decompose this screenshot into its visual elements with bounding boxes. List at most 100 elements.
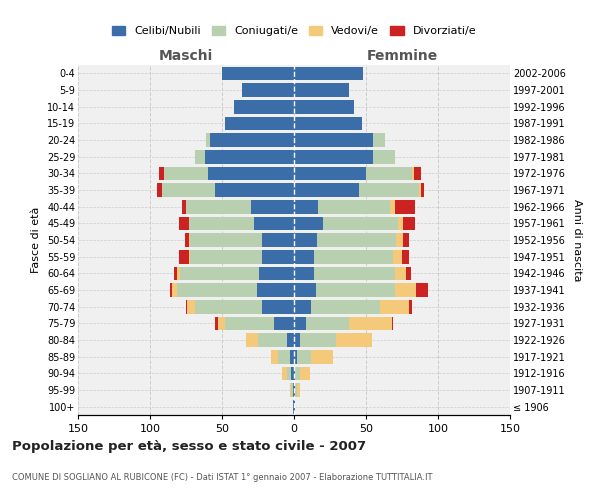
Bar (395, 283, 416, 297)
Bar (294, 233, 317, 247)
Bar (208, 166, 294, 180)
Bar (262, 250, 294, 264)
Bar (205, 150, 294, 164)
Bar (297, 383, 300, 397)
Text: Maschi: Maschi (159, 50, 213, 64)
Bar (164, 166, 208, 180)
Bar (413, 166, 421, 180)
Bar (233, 100, 294, 114)
Bar (242, 83, 294, 97)
Bar (157, 183, 161, 197)
Bar (170, 283, 172, 297)
Bar (222, 66, 294, 80)
Bar (262, 233, 294, 247)
Bar (395, 266, 406, 280)
Bar (294, 116, 362, 130)
Bar (194, 300, 262, 314)
Bar (206, 133, 211, 147)
Text: Femmine: Femmine (367, 50, 437, 64)
Bar (421, 183, 424, 197)
Bar (254, 216, 294, 230)
Bar (172, 283, 178, 297)
Bar (287, 333, 294, 347)
Bar (403, 233, 409, 247)
Bar (294, 366, 295, 380)
Bar (406, 266, 410, 280)
Bar (294, 83, 349, 97)
Bar (215, 316, 218, 330)
Bar (373, 150, 395, 164)
Bar (258, 333, 287, 347)
Y-axis label: Anni di nascita: Anni di nascita (572, 198, 583, 281)
Bar (311, 300, 380, 314)
Bar (394, 250, 402, 264)
Bar (175, 266, 178, 280)
Bar (349, 316, 392, 330)
Bar (179, 216, 189, 230)
Bar (225, 116, 294, 130)
Bar (294, 66, 363, 80)
Bar (211, 133, 294, 147)
Bar (278, 350, 290, 364)
Bar (396, 233, 403, 247)
Bar (416, 283, 428, 297)
Bar (189, 216, 254, 230)
Bar (185, 233, 189, 247)
Bar (419, 183, 421, 197)
Bar (402, 250, 409, 264)
Bar (323, 216, 398, 230)
Bar (161, 183, 215, 197)
Bar (251, 200, 294, 213)
Bar (294, 350, 297, 364)
Bar (294, 333, 300, 347)
Bar (295, 366, 300, 380)
Bar (178, 266, 180, 280)
Bar (178, 283, 257, 297)
Bar (158, 166, 164, 180)
Bar (316, 283, 395, 297)
Bar (294, 316, 305, 330)
Bar (294, 216, 323, 230)
Bar (179, 250, 189, 264)
Bar (225, 316, 274, 330)
Bar (395, 200, 415, 213)
Text: COMUNE DI SOGLIANO AL RUBICONE (FC) - Dati ISTAT 1° gennaio 2007 - Elaborazione : COMUNE DI SOGLIANO AL RUBICONE (FC) - Da… (12, 473, 433, 482)
Bar (295, 383, 297, 397)
Bar (291, 383, 293, 397)
Bar (257, 283, 294, 297)
Bar (398, 216, 403, 230)
Bar (190, 250, 262, 264)
Bar (314, 266, 395, 280)
Bar (294, 283, 316, 297)
Bar (412, 166, 413, 180)
Bar (409, 300, 412, 314)
Bar (319, 200, 391, 213)
Bar (294, 400, 295, 413)
Bar (314, 250, 394, 264)
Bar (215, 183, 294, 197)
Bar (294, 150, 373, 164)
Y-axis label: Fasce di età: Fasce di età (31, 207, 41, 273)
Bar (290, 350, 294, 364)
Bar (190, 233, 262, 247)
Bar (294, 383, 295, 397)
Bar (380, 300, 409, 314)
Bar (186, 200, 251, 213)
Bar (189, 233, 190, 247)
Bar (311, 350, 333, 364)
Bar (259, 266, 294, 280)
Bar (300, 333, 336, 347)
Text: Popolazione per età, sesso e stato civile - 2007: Popolazione per età, sesso e stato civil… (12, 440, 366, 453)
Bar (294, 300, 311, 314)
Bar (294, 250, 314, 264)
Bar (359, 183, 419, 197)
Bar (262, 300, 294, 314)
Bar (294, 200, 319, 213)
Bar (391, 200, 395, 213)
Bar (293, 383, 294, 397)
Bar (305, 316, 349, 330)
Bar (182, 200, 186, 213)
Bar (291, 366, 294, 380)
Bar (287, 366, 291, 380)
Bar (297, 350, 311, 364)
